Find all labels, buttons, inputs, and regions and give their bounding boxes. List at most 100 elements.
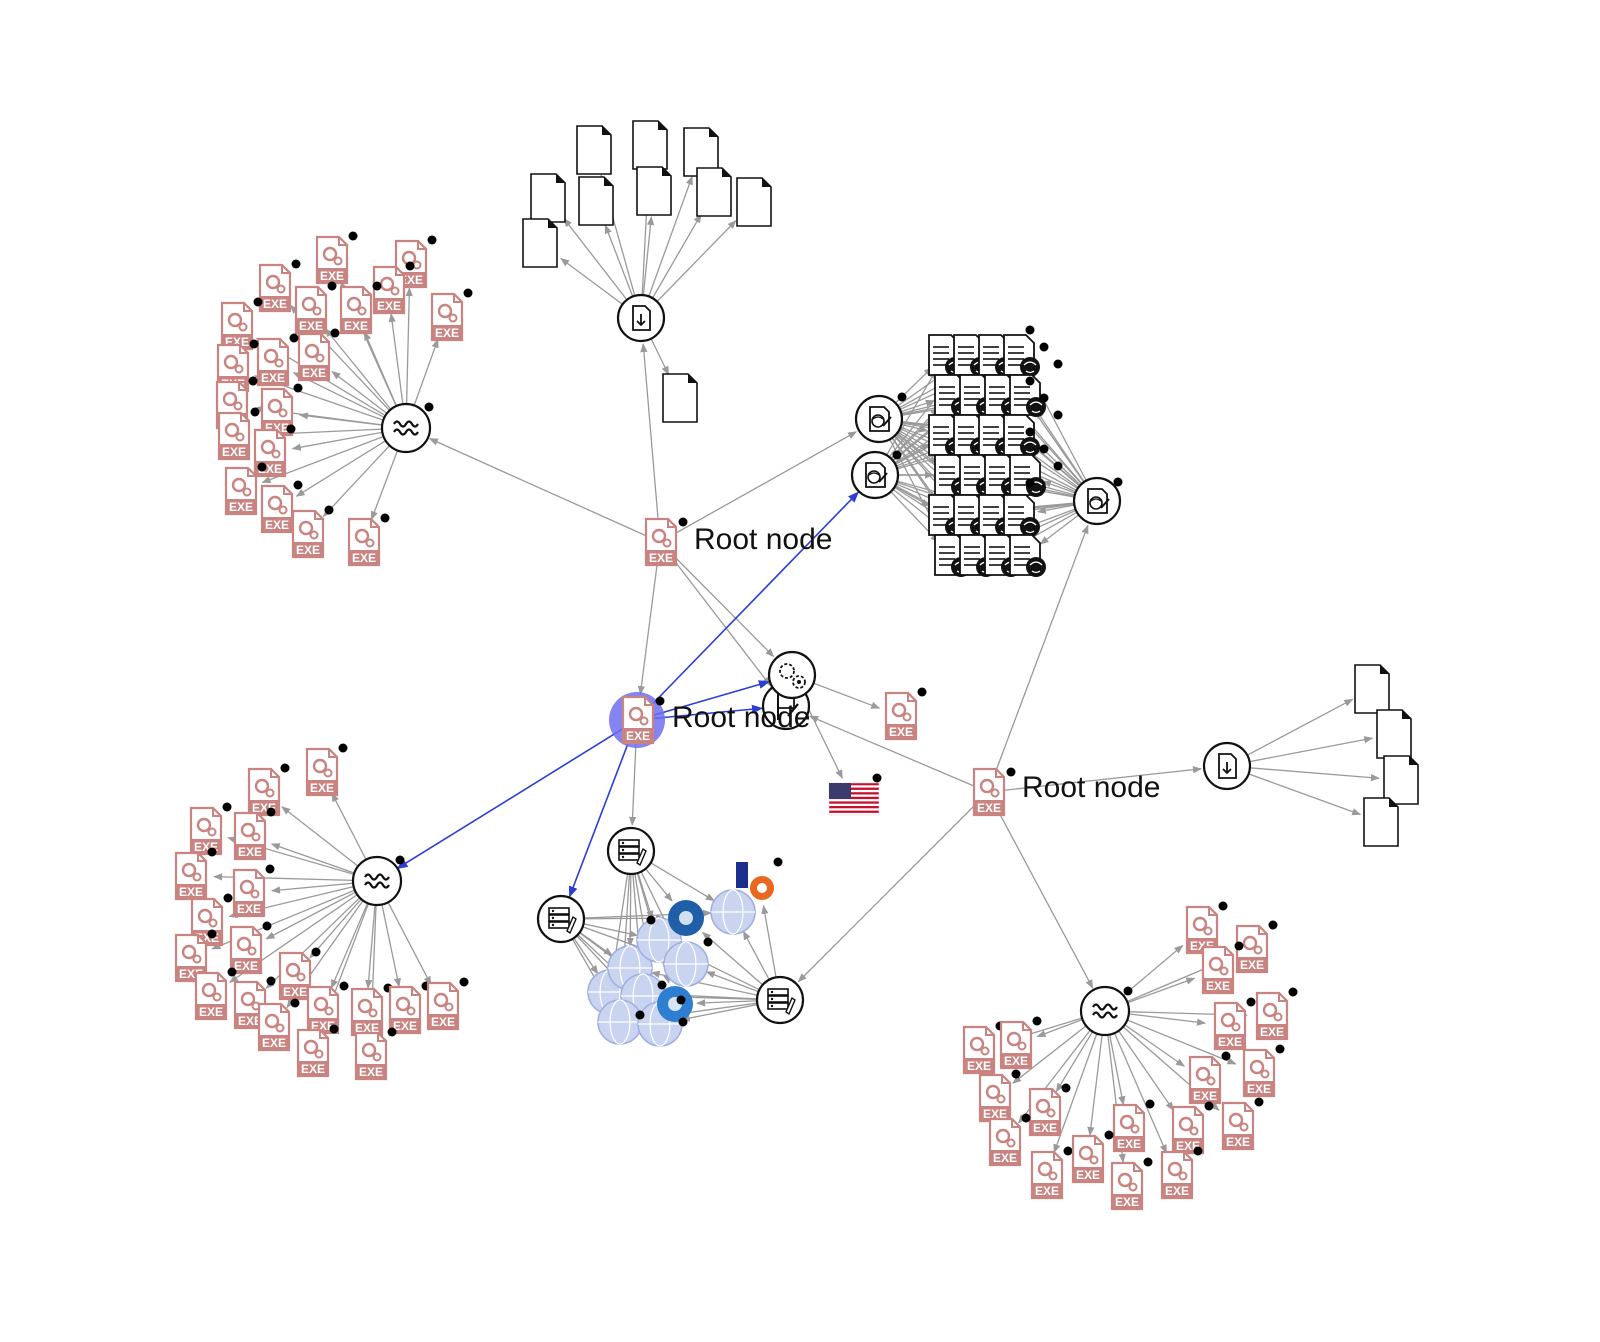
web-report-node[interactable] xyxy=(1003,414,1040,457)
web-report-node[interactable] xyxy=(1003,334,1040,377)
web-report-node[interactable] xyxy=(1009,534,1046,577)
exe-file-node[interactable]: EXE xyxy=(296,1028,330,1078)
wave-hub-top-left[interactable] xyxy=(380,402,432,454)
exe-file-node[interactable]: EXE xyxy=(174,851,208,901)
document-node[interactable] xyxy=(736,177,772,227)
exe-file-node[interactable]: EXE xyxy=(354,1031,388,1081)
globe-node[interactable] xyxy=(710,889,756,935)
exe-file-node[interactable]: EXE xyxy=(884,691,918,741)
exe-file-node[interactable]: EXE xyxy=(350,987,384,1037)
exe-file-node[interactable]: EXE xyxy=(372,265,406,315)
document-node[interactable] xyxy=(1354,664,1390,714)
server-hub-1[interactable] xyxy=(606,826,656,876)
file-download-icon xyxy=(632,305,651,331)
exe-file-node[interactable]: EXE xyxy=(430,292,464,342)
document-node[interactable] xyxy=(696,167,732,217)
web-report-node[interactable] xyxy=(1003,494,1040,537)
exe-file-node[interactable]: EXE xyxy=(256,337,290,387)
exe-file-node[interactable]: EXE xyxy=(189,806,223,856)
exe-file-node[interactable]: EXE xyxy=(1188,1055,1222,1105)
exe-file-node[interactable]: EXE xyxy=(1030,1150,1064,1200)
web-report-node[interactable] xyxy=(1009,454,1046,497)
exe-file-node[interactable]: EXE xyxy=(297,332,331,382)
exe-file-node[interactable]: EXE xyxy=(260,484,294,534)
exe-file-node[interactable]: EXE xyxy=(315,235,349,285)
root-exe-1[interactable]: EXE xyxy=(644,517,678,567)
vendor-logo-node[interactable] xyxy=(736,862,774,900)
exe-file-node[interactable]: EXE xyxy=(1213,1001,1247,1051)
exe-file-node[interactable]: EXE xyxy=(347,517,381,567)
wave-hub-bottom-left[interactable] xyxy=(351,855,403,907)
document-node[interactable] xyxy=(1376,709,1412,759)
exe-file-node[interactable]: EXE xyxy=(305,747,339,797)
exe-file-node[interactable]: EXE xyxy=(988,1117,1022,1167)
exe-file-node[interactable]: EXE xyxy=(229,925,263,975)
exe-file-node[interactable]: EXE xyxy=(278,951,312,1001)
exe-file-node[interactable]: EXE xyxy=(1221,1101,1255,1151)
us-flag-node[interactable] xyxy=(828,782,880,816)
exe-file-node[interactable]: EXE xyxy=(1112,1103,1146,1153)
document-node[interactable] xyxy=(576,125,612,175)
document-node[interactable] xyxy=(636,166,672,216)
exe-file-node[interactable]: EXE xyxy=(426,981,460,1031)
exe-file-node[interactable]: EXE xyxy=(247,767,281,817)
exe-file-node[interactable]: EXE xyxy=(1171,1105,1205,1155)
exe-file-node[interactable]: EXE xyxy=(978,1073,1012,1123)
globe-node[interactable] xyxy=(597,999,643,1045)
wave-hub-bottom-right[interactable] xyxy=(1079,985,1131,1037)
root-exe-3[interactable]: EXE xyxy=(972,767,1006,817)
exe-file-node[interactable]: EXE xyxy=(233,811,267,861)
exe-file-node[interactable]: EXE xyxy=(1160,1150,1194,1200)
report-hub-3[interactable] xyxy=(1072,476,1122,526)
document-node[interactable] xyxy=(578,176,614,226)
exe-file-node[interactable]: EXE xyxy=(999,1020,1033,1070)
report-hub-2[interactable] xyxy=(850,450,900,500)
exe-file-node[interactable]: EXE xyxy=(388,985,422,1035)
exe-file-node[interactable]: EXE xyxy=(1201,945,1235,995)
document-node[interactable] xyxy=(1363,797,1399,847)
status-dot xyxy=(207,929,217,939)
document-node[interactable] xyxy=(1383,755,1419,805)
app-logo-node[interactable] xyxy=(668,900,704,936)
app-logo-node[interactable] xyxy=(657,986,693,1022)
exe-file-node[interactable]: EXE xyxy=(224,466,258,516)
status-dot xyxy=(1053,461,1063,471)
exe-file-node[interactable]: EXE xyxy=(232,868,266,918)
settings-hub[interactable] xyxy=(767,650,817,700)
web-report-node[interactable] xyxy=(1009,374,1046,417)
server-icon xyxy=(767,988,796,1016)
edge xyxy=(987,791,1094,989)
exe-file-node[interactable]: EXE xyxy=(339,285,373,335)
exe-file-node[interactable]: EXE xyxy=(1242,1048,1276,1098)
exe-file-node[interactable]: EXE xyxy=(1235,924,1269,974)
exe-file-node[interactable]: EXE xyxy=(217,411,251,461)
status-dot xyxy=(1143,1157,1153,1167)
globe-node[interactable] xyxy=(663,941,709,987)
root-exe-2-selected[interactable]: EXE xyxy=(621,695,655,745)
exe-file-node[interactable]: EXE xyxy=(233,980,267,1030)
download-hub-right[interactable] xyxy=(1202,741,1252,791)
exe-file-node[interactable]: EXE xyxy=(962,1025,996,1075)
download-hub-top[interactable] xyxy=(616,293,666,343)
exe-file-node[interactable]: EXE xyxy=(220,301,254,351)
server-hub-2[interactable] xyxy=(536,894,586,944)
report-hub-1[interactable] xyxy=(854,394,904,444)
exe-file-node[interactable]: EXE xyxy=(194,971,228,1021)
exe-file-node[interactable]: EXE xyxy=(1255,991,1289,1041)
exe-file-node[interactable]: EXE xyxy=(258,263,292,313)
exe-file-node[interactable]: EXE xyxy=(291,509,325,559)
document-node[interactable] xyxy=(530,173,566,223)
document-node[interactable] xyxy=(522,218,558,268)
server-hub-3[interactable] xyxy=(755,975,805,1025)
document-node[interactable] xyxy=(662,373,698,423)
status-dot xyxy=(1039,444,1049,454)
exe-file-node[interactable]: EXE xyxy=(1110,1161,1144,1211)
exe-file-node[interactable]: EXE xyxy=(1028,1087,1062,1137)
exe-file-node[interactable]: EXE xyxy=(294,285,328,335)
document-node[interactable] xyxy=(683,127,719,177)
exe-file-node[interactable]: EXE xyxy=(1071,1134,1105,1184)
status-dot xyxy=(1063,1146,1073,1156)
exe-file-node[interactable]: EXE xyxy=(257,1002,291,1052)
document-node[interactable] xyxy=(632,120,668,170)
